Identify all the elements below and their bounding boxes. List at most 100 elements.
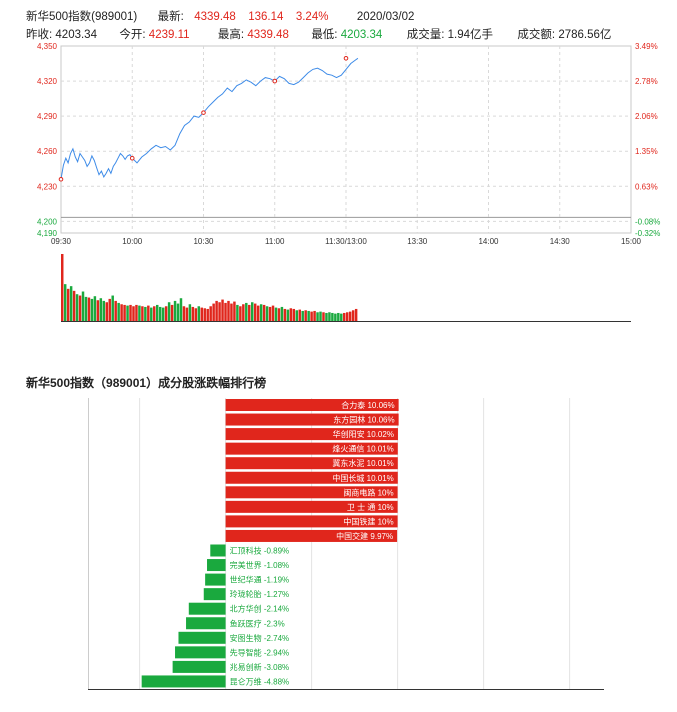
rank-bar-label: 华创阳安 10.02% <box>333 429 394 439</box>
quote-header-row-2: 昨收: 4203.34 今开: 4239.11 最高: 4339.48 最低: … <box>26 26 611 42</box>
rank-bar <box>186 617 226 630</box>
volume-bar <box>283 308 287 321</box>
volume-bar <box>188 304 192 321</box>
volume-bar <box>158 306 162 321</box>
price-marker <box>201 110 206 115</box>
x-tick-label: 11:00 <box>265 237 285 246</box>
volume-bar <box>271 305 275 321</box>
index-name: 新华500指数(989001) <box>26 11 138 23</box>
y-tick-label-right: -0.32% <box>635 229 660 238</box>
rank-bar-label: 安图生物 -2.74% <box>230 633 290 643</box>
volume-bar <box>325 312 328 321</box>
volume-bar <box>334 313 337 321</box>
volume-bar <box>200 307 203 321</box>
volume-bar <box>301 310 304 321</box>
turnover-value: 2786.56亿 <box>558 29 612 41</box>
rank-bar <box>141 675 226 688</box>
volume-bar <box>337 312 340 321</box>
y-tick-label-right: 1.35% <box>635 147 658 156</box>
rank-bar-label: 中国交建 9.97% <box>336 531 393 541</box>
rank-bar-label: 玲珑轮胎 -1.27% <box>230 589 290 599</box>
price-marker <box>129 155 135 161</box>
volume-bar <box>164 306 168 321</box>
volume-bar <box>161 307 165 321</box>
volume-bar <box>156 304 159 321</box>
volume-bar <box>191 306 195 321</box>
volume-bar <box>141 306 144 321</box>
y-tick-label-right: 3.49% <box>635 42 658 51</box>
rank-bar-label: 汇顶科技 -0.89% <box>230 546 290 556</box>
volume-bar <box>206 308 209 321</box>
rank-bar <box>225 515 398 528</box>
volume-bar <box>147 305 150 321</box>
volume-bar <box>66 288 70 321</box>
volume-bar <box>84 296 88 321</box>
x-tick-label: 15:00 <box>621 237 642 246</box>
x-tick-label: 10:30 <box>193 237 214 246</box>
rank-bar-label: 东方园林 10.06% <box>333 415 394 425</box>
volume-bar <box>289 308 293 321</box>
volume-bar <box>209 306 212 321</box>
volume-bar <box>331 312 334 321</box>
volume-bar <box>245 302 248 321</box>
volume-bar <box>340 313 343 321</box>
volume-bar <box>138 305 141 321</box>
rank-bar <box>205 573 226 586</box>
volume-bar <box>90 298 94 321</box>
y-tick-label-left: 4,260 <box>37 147 58 156</box>
volume-bar <box>304 310 307 321</box>
volume-bar <box>239 306 242 321</box>
volume-bar <box>316 312 319 321</box>
rank-bar <box>225 471 398 484</box>
volume-bar <box>153 306 156 321</box>
intraday-chart: 4,350 3.49% 4,320 2.78% 4,290 2.06% 4,260 1.35%… <box>37 42 660 322</box>
volume-bar <box>298 309 301 321</box>
ranking-title: 新华500指数（989001）成分股涨跌幅排行榜 <box>26 376 267 390</box>
volume-bar <box>307 310 310 321</box>
volume-bar <box>197 306 201 321</box>
volume-bar <box>292 308 296 321</box>
y-tick-label-right: 0.63% <box>635 182 658 191</box>
turnover-label: 成交额: <box>517 29 556 41</box>
rank-bar-label: 北方华创 -2.14% <box>230 604 290 614</box>
volume-bar <box>61 254 64 321</box>
x-tick-label: 14:30 <box>550 237 571 246</box>
volume-bar <box>280 306 284 321</box>
low-value: 4203.34 <box>340 29 383 41</box>
volume-bar <box>343 312 346 321</box>
volume-bar <box>173 300 177 321</box>
volume-bar <box>268 306 272 321</box>
rank-bar <box>172 660 226 673</box>
volume-bar <box>126 305 129 321</box>
volume-bar <box>69 286 73 321</box>
rank-bar-label: 世纪华通 -1.19% <box>230 575 290 585</box>
low-label: 最低: <box>311 29 338 41</box>
volume-bar <box>99 298 103 321</box>
volume-bar <box>75 294 79 321</box>
y-tick-label-left: 4,200 <box>37 217 58 226</box>
x-tick-label: 09:30 <box>51 237 72 246</box>
volume-bar <box>114 300 117 321</box>
volume-bar <box>221 299 224 321</box>
open-value: 4239.11 <box>148 29 190 41</box>
volume-bar <box>117 302 120 321</box>
y-tick-label-left: 4,320 <box>37 77 58 86</box>
volume-bar <box>72 290 76 321</box>
rank-bar-label: 兆易创新 -3.08% <box>230 662 290 672</box>
x-tick-label: 13:30 <box>407 237 428 246</box>
volume-bar <box>105 302 108 321</box>
volume-bar <box>108 298 111 321</box>
volume-bar <box>319 311 322 321</box>
volume-bar <box>322 312 325 321</box>
volume-bar <box>310 311 313 321</box>
volume-bar <box>170 304 174 321</box>
volume-bar <box>277 308 281 321</box>
volume-bar <box>346 312 349 321</box>
volume-bar <box>256 305 260 321</box>
volume-value: 1.94亿手 <box>447 29 493 41</box>
volume-bar <box>233 301 236 321</box>
price-line <box>60 57 359 180</box>
x-tick-label: 10:00 <box>122 237 143 246</box>
volume-bar <box>351 310 355 321</box>
rank-bar-label: 鱼跃医疗 -2.3% <box>230 618 285 628</box>
